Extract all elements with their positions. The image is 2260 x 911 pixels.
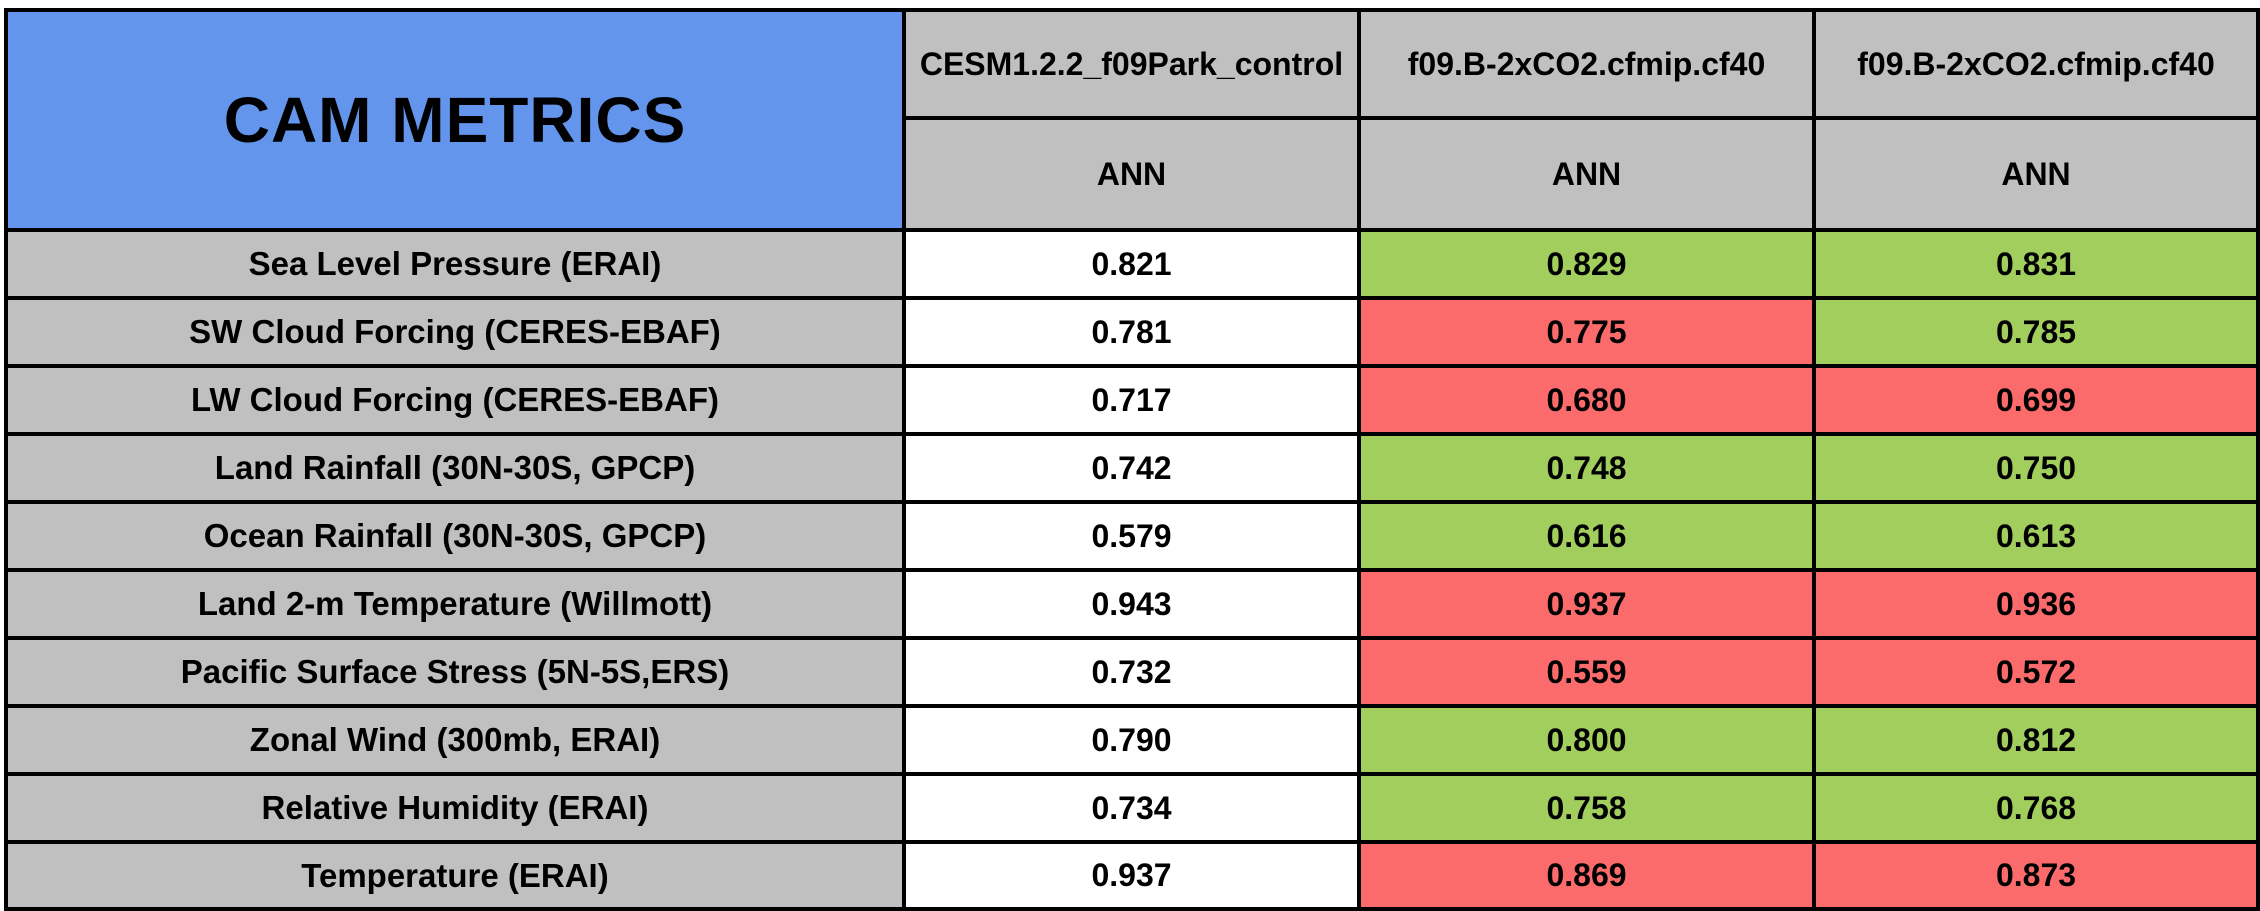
table-row: Sea Level Pressure (ERAI) 0.821 0.829 0.… xyxy=(4,228,2260,300)
metric-value-cell: 0.758 xyxy=(1357,772,1816,844)
table-row: Ocean Rainfall (30N-30S, GPCP) 0.579 0.6… xyxy=(4,500,2260,572)
metric-label-cell: Land 2-m Temperature (Willmott) xyxy=(4,568,906,640)
metric-label-cell: LW Cloud Forcing (CERES-EBAF) xyxy=(4,364,906,436)
metric-value-cell: 0.831 xyxy=(1812,228,2260,300)
metric-label-cell: Relative Humidity (ERAI) xyxy=(4,772,906,844)
table-row: SW Cloud Forcing (CERES-EBAF) 0.781 0.77… xyxy=(4,296,2260,368)
metrics-table: CAM METRICS CESM1.2.2_f09Park_control f0… xyxy=(4,8,2260,911)
metric-value-cell: 0.829 xyxy=(1357,228,1816,300)
metric-value-cell: 0.936 xyxy=(1812,568,2260,640)
metric-label-cell: Ocean Rainfall (30N-30S, GPCP) xyxy=(4,500,906,572)
metric-value-cell: 0.937 xyxy=(1357,568,1816,640)
metric-label-cell: Sea Level Pressure (ERAI) xyxy=(4,228,906,300)
metric-value-cell: 0.717 xyxy=(902,364,1361,436)
table-row: Land 2-m Temperature (Willmott) 0.943 0.… xyxy=(4,568,2260,640)
metric-value-cell: 0.790 xyxy=(902,704,1361,776)
metric-value-cell: 0.869 xyxy=(1357,840,1816,911)
model-header-run1: f09.B-2xCO2.cfmip.cf40 xyxy=(1357,8,1816,120)
metric-label-cell: Temperature (ERAI) xyxy=(4,840,906,911)
season-header-control: ANN xyxy=(902,116,1361,232)
metric-value-cell: 0.768 xyxy=(1812,772,2260,844)
metric-label-cell: SW Cloud Forcing (CERES-EBAF) xyxy=(4,296,906,368)
season-header-run1: ANN xyxy=(1357,116,1816,232)
metric-label-cell: Land Rainfall (30N-30S, GPCP) xyxy=(4,432,906,504)
metric-value-cell: 0.812 xyxy=(1812,704,2260,776)
season-header-run2: ANN xyxy=(1812,116,2260,232)
model-header-control: CESM1.2.2_f09Park_control xyxy=(902,8,1361,120)
table-title: CAM METRICS xyxy=(4,8,906,232)
metric-value-cell: 0.732 xyxy=(902,636,1361,708)
metric-value-cell: 0.680 xyxy=(1357,364,1816,436)
metric-value-cell: 0.734 xyxy=(902,772,1361,844)
metric-label-cell: Zonal Wind (300mb, ERAI) xyxy=(4,704,906,776)
season-header-row: ANN ANN ANN xyxy=(6,116,2260,232)
model-header-row: CAM METRICS CESM1.2.2_f09Park_control f0… xyxy=(4,8,2260,232)
metric-value-cell: 0.943 xyxy=(902,568,1361,640)
metric-value-cell: 0.572 xyxy=(1812,636,2260,708)
metric-value-cell: 0.613 xyxy=(1812,500,2260,572)
metric-value-cell: 0.750 xyxy=(1812,432,2260,504)
table-row: Pacific Surface Stress (5N-5S,ERS) 0.732… xyxy=(4,636,2260,708)
metric-label-cell: Pacific Surface Stress (5N-5S,ERS) xyxy=(4,636,906,708)
metric-value-cell: 0.775 xyxy=(1357,296,1816,368)
metric-value-cell: 0.785 xyxy=(1812,296,2260,368)
model-header-run2: f09.B-2xCO2.cfmip.cf40 xyxy=(1812,8,2260,120)
table-row: Zonal Wind (300mb, ERAI) 0.790 0.800 0.8… xyxy=(4,704,2260,776)
metric-value-cell: 0.781 xyxy=(902,296,1361,368)
metric-value-cell: 0.579 xyxy=(902,500,1361,572)
metric-value-cell: 0.699 xyxy=(1812,364,2260,436)
table-row: Temperature (ERAI) 0.937 0.869 0.873 xyxy=(4,840,2260,911)
table-row: LW Cloud Forcing (CERES-EBAF) 0.717 0.68… xyxy=(4,364,2260,436)
metric-value-cell: 0.748 xyxy=(1357,432,1816,504)
metric-value-cell: 0.616 xyxy=(1357,500,1816,572)
metric-value-cell: 0.821 xyxy=(902,228,1361,300)
metric-value-cell: 0.559 xyxy=(1357,636,1816,708)
table-row: Relative Humidity (ERAI) 0.734 0.758 0.7… xyxy=(4,772,2260,844)
table-row: Land Rainfall (30N-30S, GPCP) 0.742 0.74… xyxy=(4,432,2260,504)
metric-value-cell: 0.873 xyxy=(1812,840,2260,911)
metric-value-cell: 0.937 xyxy=(902,840,1361,911)
metric-value-cell: 0.800 xyxy=(1357,704,1816,776)
metric-value-cell: 0.742 xyxy=(902,432,1361,504)
